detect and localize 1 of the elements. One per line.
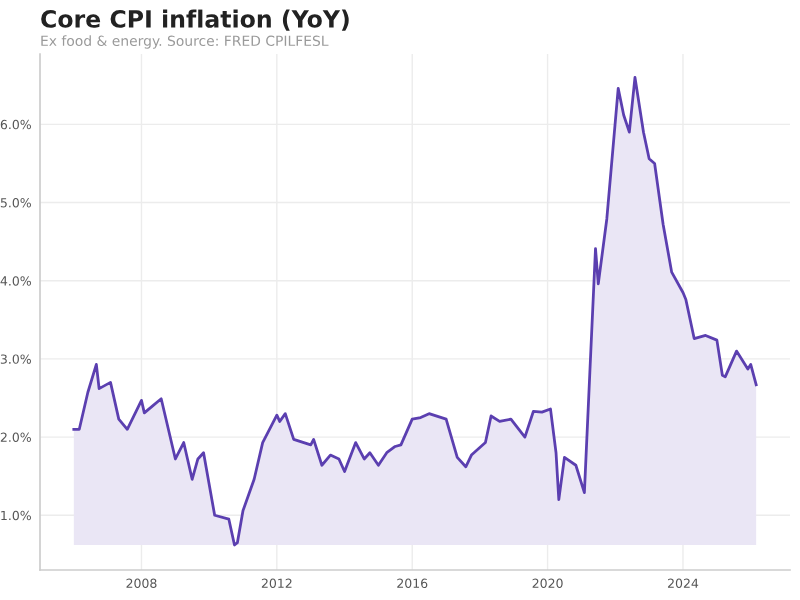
chart-title: Core CPI inflation (YoY): [41, 9, 349, 31]
